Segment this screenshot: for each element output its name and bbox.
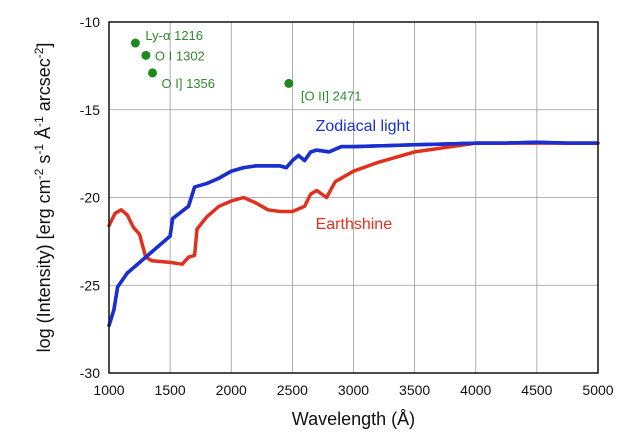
y-axis-title-part: Å [34,127,54,144]
y-axis-title: log (Intensity) [erg cm-2 s-1 Å-1 arcsec… [32,43,54,353]
y-axis-title-superscript: -2 [32,47,46,58]
x-tick-label: 2000 [216,382,247,398]
x-tick-label: 2500 [277,382,308,398]
earthshine-label: Earthshine [316,216,393,233]
plot-frame [108,21,599,374]
y-axis-title-superscript: -1 [32,144,46,155]
x-tick-label: 3500 [399,382,430,398]
x-tick-label: 4000 [460,382,491,398]
y-axis-title-superscript: -2 [32,168,46,179]
x-tick-label: 1500 [155,382,186,398]
y-tick-label: -15 [80,102,100,118]
y-tick-label: -20 [80,190,100,206]
y-tick-label: -10 [80,14,100,30]
emission-point [130,38,140,48]
emission-point [284,78,294,88]
zodiacal-light-label: Zodiacal light [316,118,411,135]
x-tick-label: 5000 [582,382,613,398]
series-line-earthshine [107,141,600,266]
y-axis-title-part: log (Intensity) [erg cm [34,179,54,352]
emission-point [148,68,158,78]
emission-label: Ly-α 1216 [145,28,203,43]
x-axis-title: Wavelength (Å) [292,409,415,429]
x-tick-label: 3000 [338,382,369,398]
emission-label: O I 1302 [155,48,205,63]
y-axis-title-part: ] [34,43,54,48]
emission-lines: Ly-α 1216 O I 1302 O I] 1356 [O II] 2471 [130,28,362,103]
y-axis-title-part: s [34,155,54,169]
series-line-zodiacal-light-top [107,140,598,327]
y-axis-title-part: arcsec [34,58,54,116]
y-tick-labels: -10 -15 -20 -25 -30 [80,14,100,381]
x-tick-label: 1000 [93,382,124,398]
y-tick-label: -25 [80,277,100,293]
y-tick-label: -30 [80,365,100,381]
emission-label: [O II] 2471 [301,88,362,103]
grid [109,22,598,373]
x-tick-labels: 1000 1500 2000 2500 3000 3500 4000 4500 5000 [93,382,613,398]
emission-label: O I] 1356 [162,76,215,91]
emission-point [141,50,151,60]
series-layer [107,140,600,328]
y-axis-title-superscript: -1 [32,116,46,127]
x-tick-label: 4500 [521,382,552,398]
